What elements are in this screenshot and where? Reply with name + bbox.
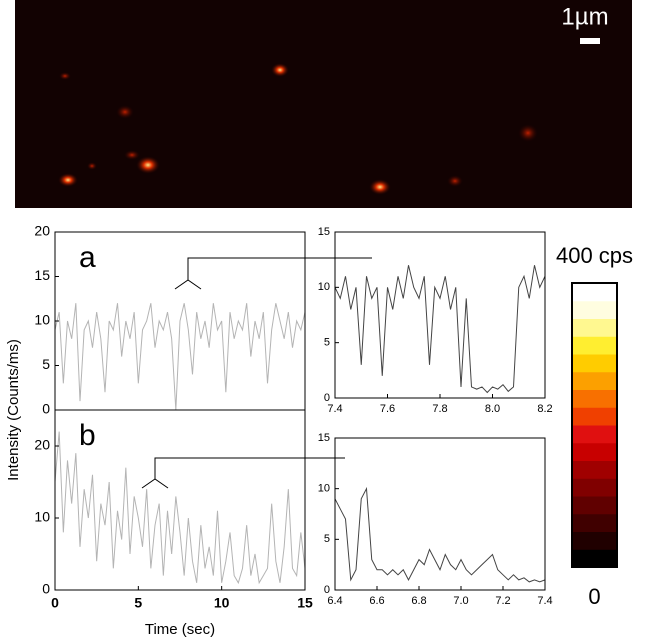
- y-tick-label: 5: [42, 356, 50, 372]
- x-tick-label: 15: [297, 595, 313, 611]
- trace: [54, 431, 306, 585]
- colorbar-step: [572, 549, 617, 568]
- x-tick-label: 7.6: [380, 403, 395, 415]
- panel-label: a: [79, 241, 96, 274]
- colorbar-step: [572, 283, 617, 302]
- x-tick-label: 5: [134, 595, 142, 611]
- scale-bar: [580, 38, 600, 44]
- colorbar-step: [572, 442, 617, 461]
- trace: [334, 486, 546, 583]
- connectors: [141, 257, 372, 489]
- colorbar-step: [572, 354, 617, 373]
- colorbar-step: [572, 478, 617, 497]
- trace: [334, 265, 546, 394]
- y-tick-label: 20: [34, 223, 50, 239]
- x-tick-label: 6.4: [327, 595, 342, 607]
- x-tick-label: 7.4: [537, 595, 552, 607]
- colorbar-label: 400 cps: [556, 243, 633, 268]
- plot-frame: [334, 231, 546, 399]
- x-tick-label: 8.2: [537, 403, 552, 415]
- x-tick-label: 8.0: [485, 403, 500, 415]
- x-tick-label: 0: [51, 595, 59, 611]
- colorbar-step: [572, 336, 617, 355]
- x-axis-label: Time (sec): [145, 621, 215, 638]
- panel-label: b: [79, 419, 96, 452]
- x-tick-label: 6.6: [369, 595, 384, 607]
- y-tick-label: 0: [324, 392, 330, 404]
- colorbar-frame: [571, 282, 618, 568]
- x-tick-label: 6.8: [411, 595, 426, 607]
- x-tick-label: 7.0: [453, 595, 468, 607]
- colorbar-step: [572, 300, 617, 319]
- y-tick-label: 10: [318, 483, 330, 495]
- colorbar-step: [572, 407, 617, 426]
- y-tick-label: 0: [42, 401, 50, 417]
- y-tick-label: 10: [34, 312, 50, 328]
- y-tick-label: 15: [318, 226, 330, 238]
- scale-bar-label: 1µm: [561, 3, 608, 30]
- colorbar-step: [572, 513, 617, 532]
- y-tick-label: 20: [34, 437, 50, 453]
- y-tick-label: 5: [324, 533, 330, 545]
- colorbar-step: [572, 389, 617, 408]
- plot-frame: [54, 409, 306, 591]
- x-tick-label: 7.4: [327, 403, 342, 415]
- colorbar-step: [572, 460, 617, 479]
- plot-frame: [334, 437, 546, 591]
- colorbar-step: [572, 531, 617, 550]
- y-tick-label: 15: [34, 267, 50, 283]
- colorbar-step: [572, 425, 617, 444]
- x-tick-label: 10: [214, 595, 230, 611]
- y-tick-label: 0: [42, 581, 50, 597]
- y-axis-label: Intensity (Counts/ms): [5, 339, 22, 481]
- y-tick-label: 15: [318, 432, 330, 444]
- trace: [54, 303, 306, 411]
- colorbar-step: [572, 371, 617, 390]
- x-tick-label: 7.2: [495, 595, 510, 607]
- micrograph: 1µm: [15, 0, 632, 208]
- x-tick-label: 7.8: [432, 403, 447, 415]
- colorbar-label: 0: [588, 584, 600, 609]
- colorbar-step: [572, 496, 617, 515]
- y-tick-label: 0: [324, 584, 330, 596]
- colorbar-step: [572, 318, 617, 337]
- y-tick-label: 10: [318, 281, 330, 293]
- y-tick-label: 5: [324, 337, 330, 349]
- y-tick-label: 10: [34, 509, 50, 525]
